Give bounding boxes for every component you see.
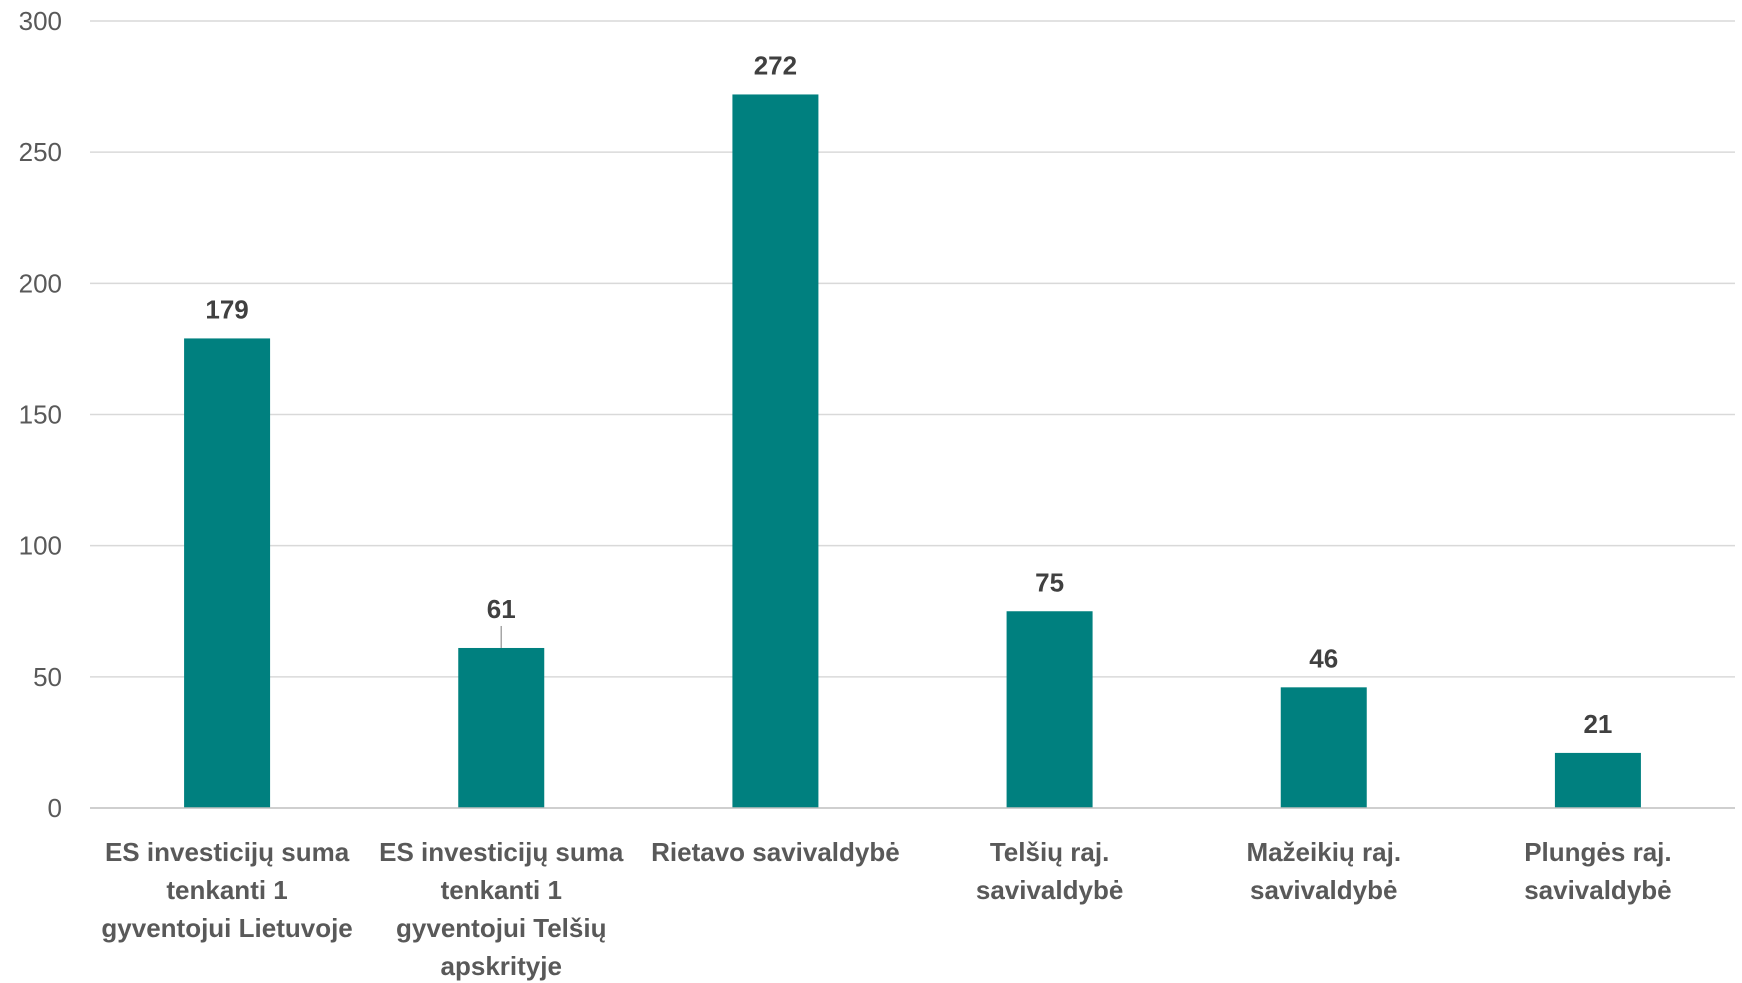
value-labels: 179 61 272 75 46 21: [205, 50, 1612, 738]
bar: [1006, 611, 1093, 808]
x-category-label-line: savivaldybė: [1524, 875, 1671, 905]
x-category-label: ES investicijų suma tenkanti 1 gyventojui …: [379, 837, 624, 981]
bars: [184, 94, 1641, 809]
bar: [732, 94, 819, 809]
x-category-label: Rietavo savivaldybė: [651, 837, 900, 867]
x-category-label-line: Mažeikių raj.: [1246, 837, 1401, 867]
y-tick-label: 200: [19, 268, 62, 298]
bar: [458, 647, 545, 808]
x-axis-labels: ES investicijų suma tenkanti 1 gyventojui …: [101, 837, 1671, 981]
bar: [184, 338, 271, 808]
y-tick-label: 250: [19, 137, 62, 167]
x-category-label: ES investicijų suma tenkanti 1 gyventojui …: [101, 837, 352, 943]
y-tick-label: 150: [19, 400, 62, 430]
bar: [1554, 752, 1641, 808]
x-category-label-line: Plungės raj.: [1524, 837, 1671, 867]
value-label: 46: [1309, 643, 1338, 673]
y-tick-label: 50: [33, 662, 62, 692]
y-tick-label: 100: [19, 531, 62, 561]
x-category-label: Plungės raj. savivaldybė: [1524, 837, 1671, 905]
x-category-label: Telšių raj. savivaldybė: [976, 837, 1123, 905]
y-tick-label: 300: [19, 6, 62, 36]
bar: [1280, 687, 1367, 808]
x-category-label-line: Telšių raj.: [990, 837, 1109, 867]
x-category-label-line: Rietavo savivaldybė: [651, 837, 900, 867]
x-category-label-line: tenkanti 1: [166, 875, 287, 905]
value-label: 179: [205, 294, 248, 324]
y-tick-label: 0: [48, 793, 62, 823]
x-category-label-line: gyventojui Lietuvoje: [101, 913, 352, 943]
x-category-label-line: gyventojui Telšių: [396, 913, 606, 943]
value-label: 21: [1583, 709, 1612, 739]
x-category-label-line: savivaldybė: [976, 875, 1123, 905]
x-category-label-line: apskrityje: [441, 951, 562, 981]
value-label: 272: [754, 50, 797, 80]
x-category-label-line: tenkanti 1: [441, 875, 562, 905]
x-category-label-line: savivaldybė: [1250, 875, 1397, 905]
grid-lines: [90, 20, 1735, 678]
value-label: 61: [487, 594, 516, 624]
x-category-label-line: ES investicijų suma: [379, 837, 624, 867]
value-label: 75: [1035, 567, 1064, 597]
y-axis-ticks: 0 50 100 150 200 250 300: [19, 6, 62, 823]
x-category-label: Mažeikių raj. savivaldybė: [1246, 837, 1401, 905]
x-category-label-line: ES investicijų suma: [105, 837, 350, 867]
